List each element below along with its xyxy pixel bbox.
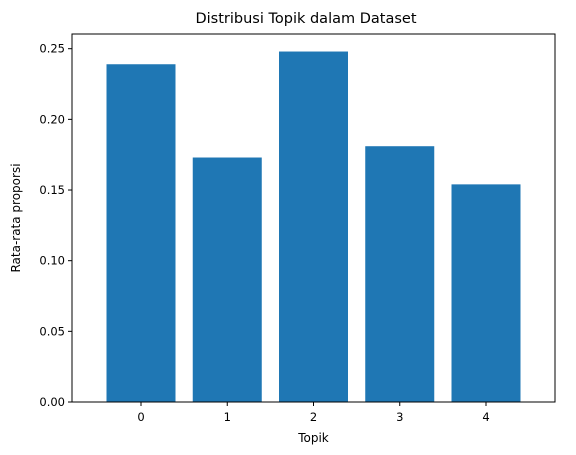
bar-topik-0 — [106, 64, 176, 402]
bar-topik-2 — [279, 51, 348, 403]
x-tick-label: 3 — [396, 410, 403, 424]
x-tick-label: 4 — [482, 410, 489, 424]
bar-topik-3 — [365, 146, 435, 402]
x-axis-ticks: 0 1 2 3 4 — [137, 402, 490, 424]
x-tick-label: 1 — [224, 410, 231, 424]
y-tick-label: 0.15 — [39, 183, 65, 197]
x-tick-label: 2 — [310, 410, 317, 424]
plot-frame — [71, 33, 556, 403]
y-tick-label: 0.05 — [39, 324, 65, 338]
y-tick-label: 0.25 — [39, 42, 65, 56]
bar-topik-4 — [451, 184, 521, 402]
bar-topik-1 — [192, 157, 262, 402]
x-axis-label: Topik — [297, 431, 329, 445]
y-tick-label: 0.00 — [39, 395, 65, 409]
chart-title: Distribusi Topik dalam Dataset — [195, 11, 416, 27]
y-tick-label: 0.20 — [39, 112, 65, 126]
y-tick-label: 0.10 — [39, 254, 65, 268]
y-axis-label: Rata-rata proporsi — [9, 163, 23, 272]
y-axis-ticks: 0.00 0.05 0.10 0.15 0.20 0.25 — [39, 42, 72, 409]
bars-group — [106, 51, 521, 403]
x-tick-label: 0 — [137, 410, 144, 424]
